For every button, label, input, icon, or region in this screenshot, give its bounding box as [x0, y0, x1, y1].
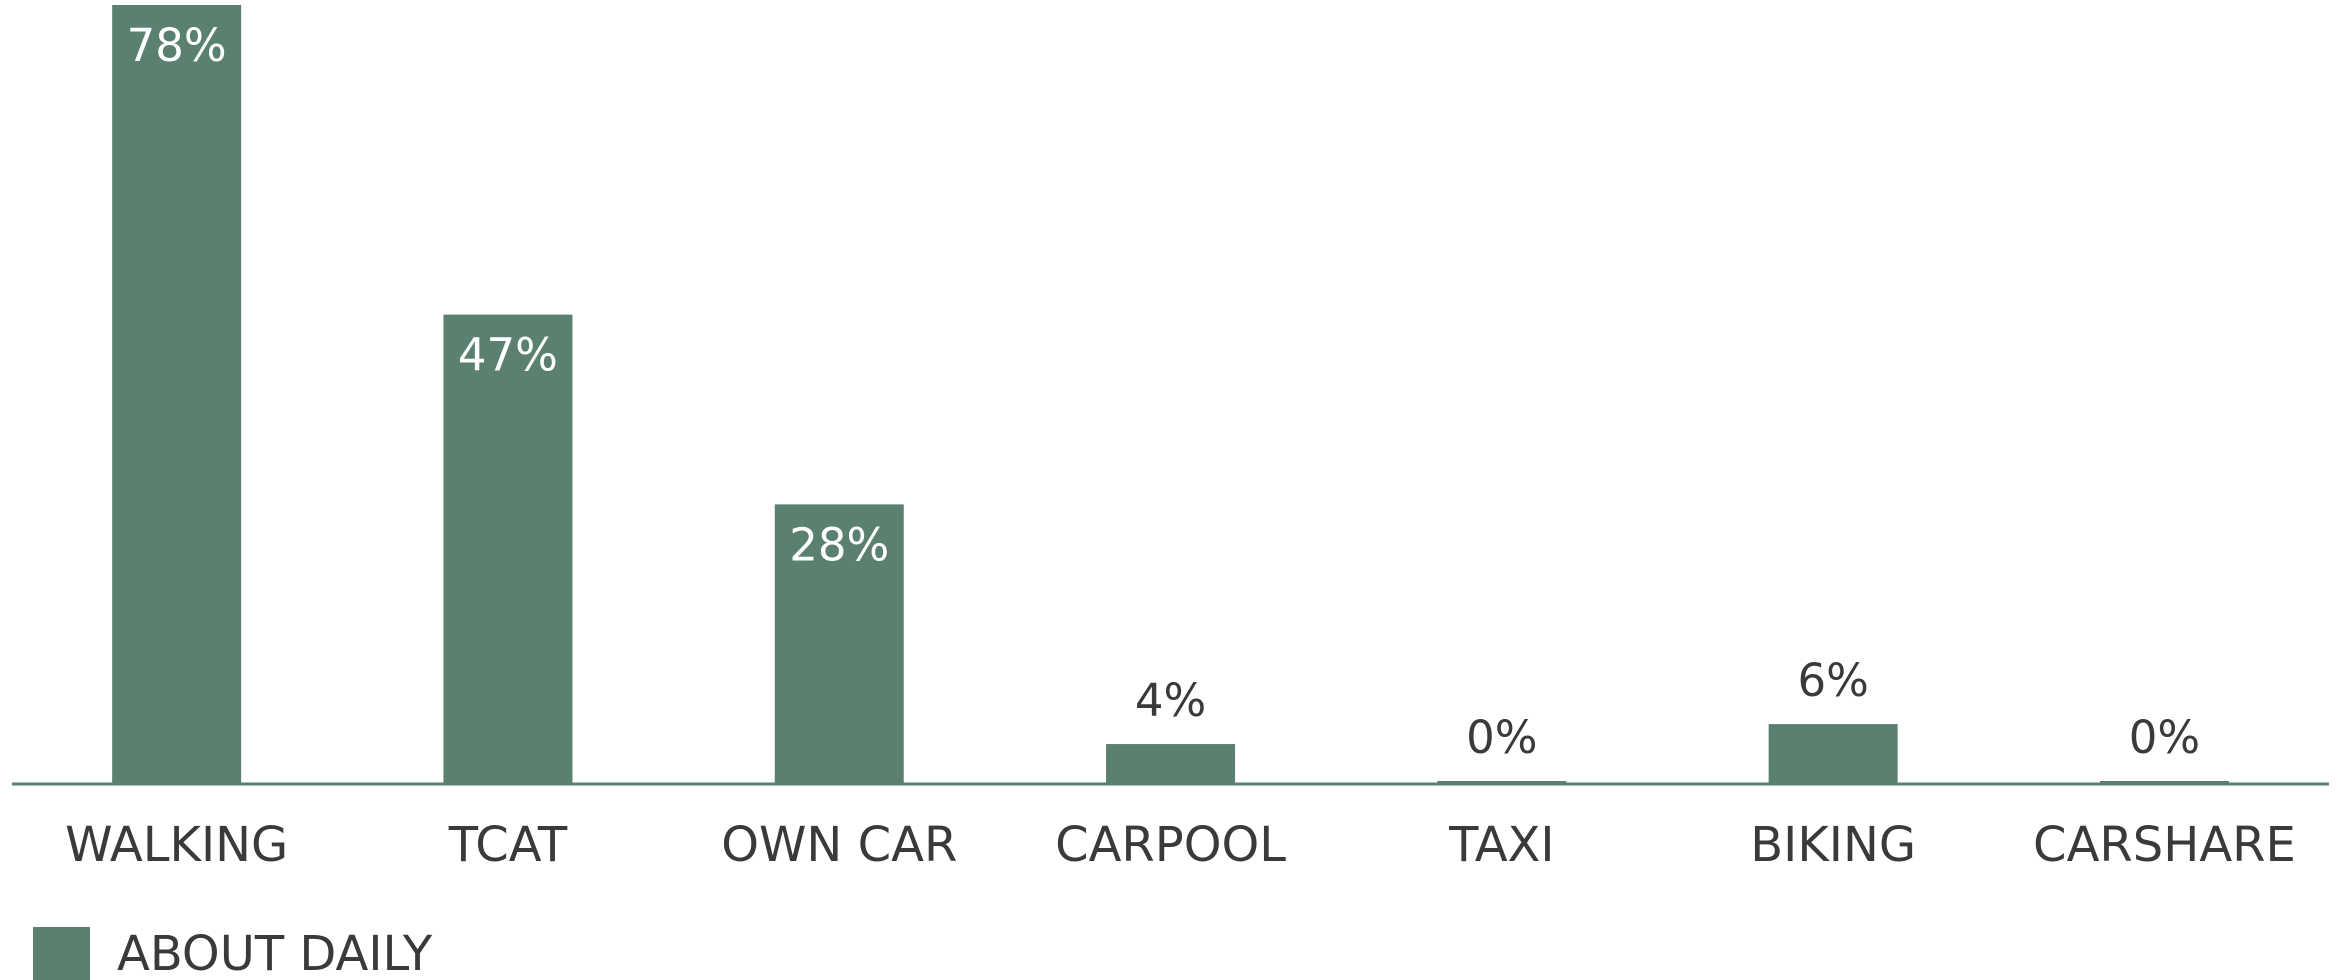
value-label: 78% — [127, 19, 227, 72]
x-tick-label: OWN CAR — [721, 817, 957, 873]
legend-swatch — [33, 927, 90, 980]
x-tick-label: CARSHARE — [2033, 817, 2296, 873]
bar — [443, 314, 573, 784]
bar — [1437, 781, 1567, 784]
value-label: 0% — [2129, 711, 2200, 764]
bar — [774, 504, 904, 784]
bar — [2099, 781, 2229, 784]
value-label: 47% — [458, 329, 558, 382]
bar — [1106, 744, 1236, 784]
bar — [112, 5, 242, 784]
x-tick-label: CARPOOL — [1055, 817, 1286, 873]
bar — [1768, 724, 1898, 784]
legend-label: ABOUT DAILY — [117, 926, 433, 980]
x-tick-label: BIKING — [1750, 817, 1916, 873]
value-label: 6% — [1797, 654, 1868, 707]
x-tick-label: TAXI — [1448, 817, 1554, 873]
x-tick-label: WALKING — [65, 817, 288, 873]
x-tick-label: TCAT — [448, 817, 568, 873]
value-label: 0% — [1466, 711, 1537, 764]
value-label: 28% — [789, 518, 889, 571]
value-label: 4% — [1135, 674, 1206, 727]
